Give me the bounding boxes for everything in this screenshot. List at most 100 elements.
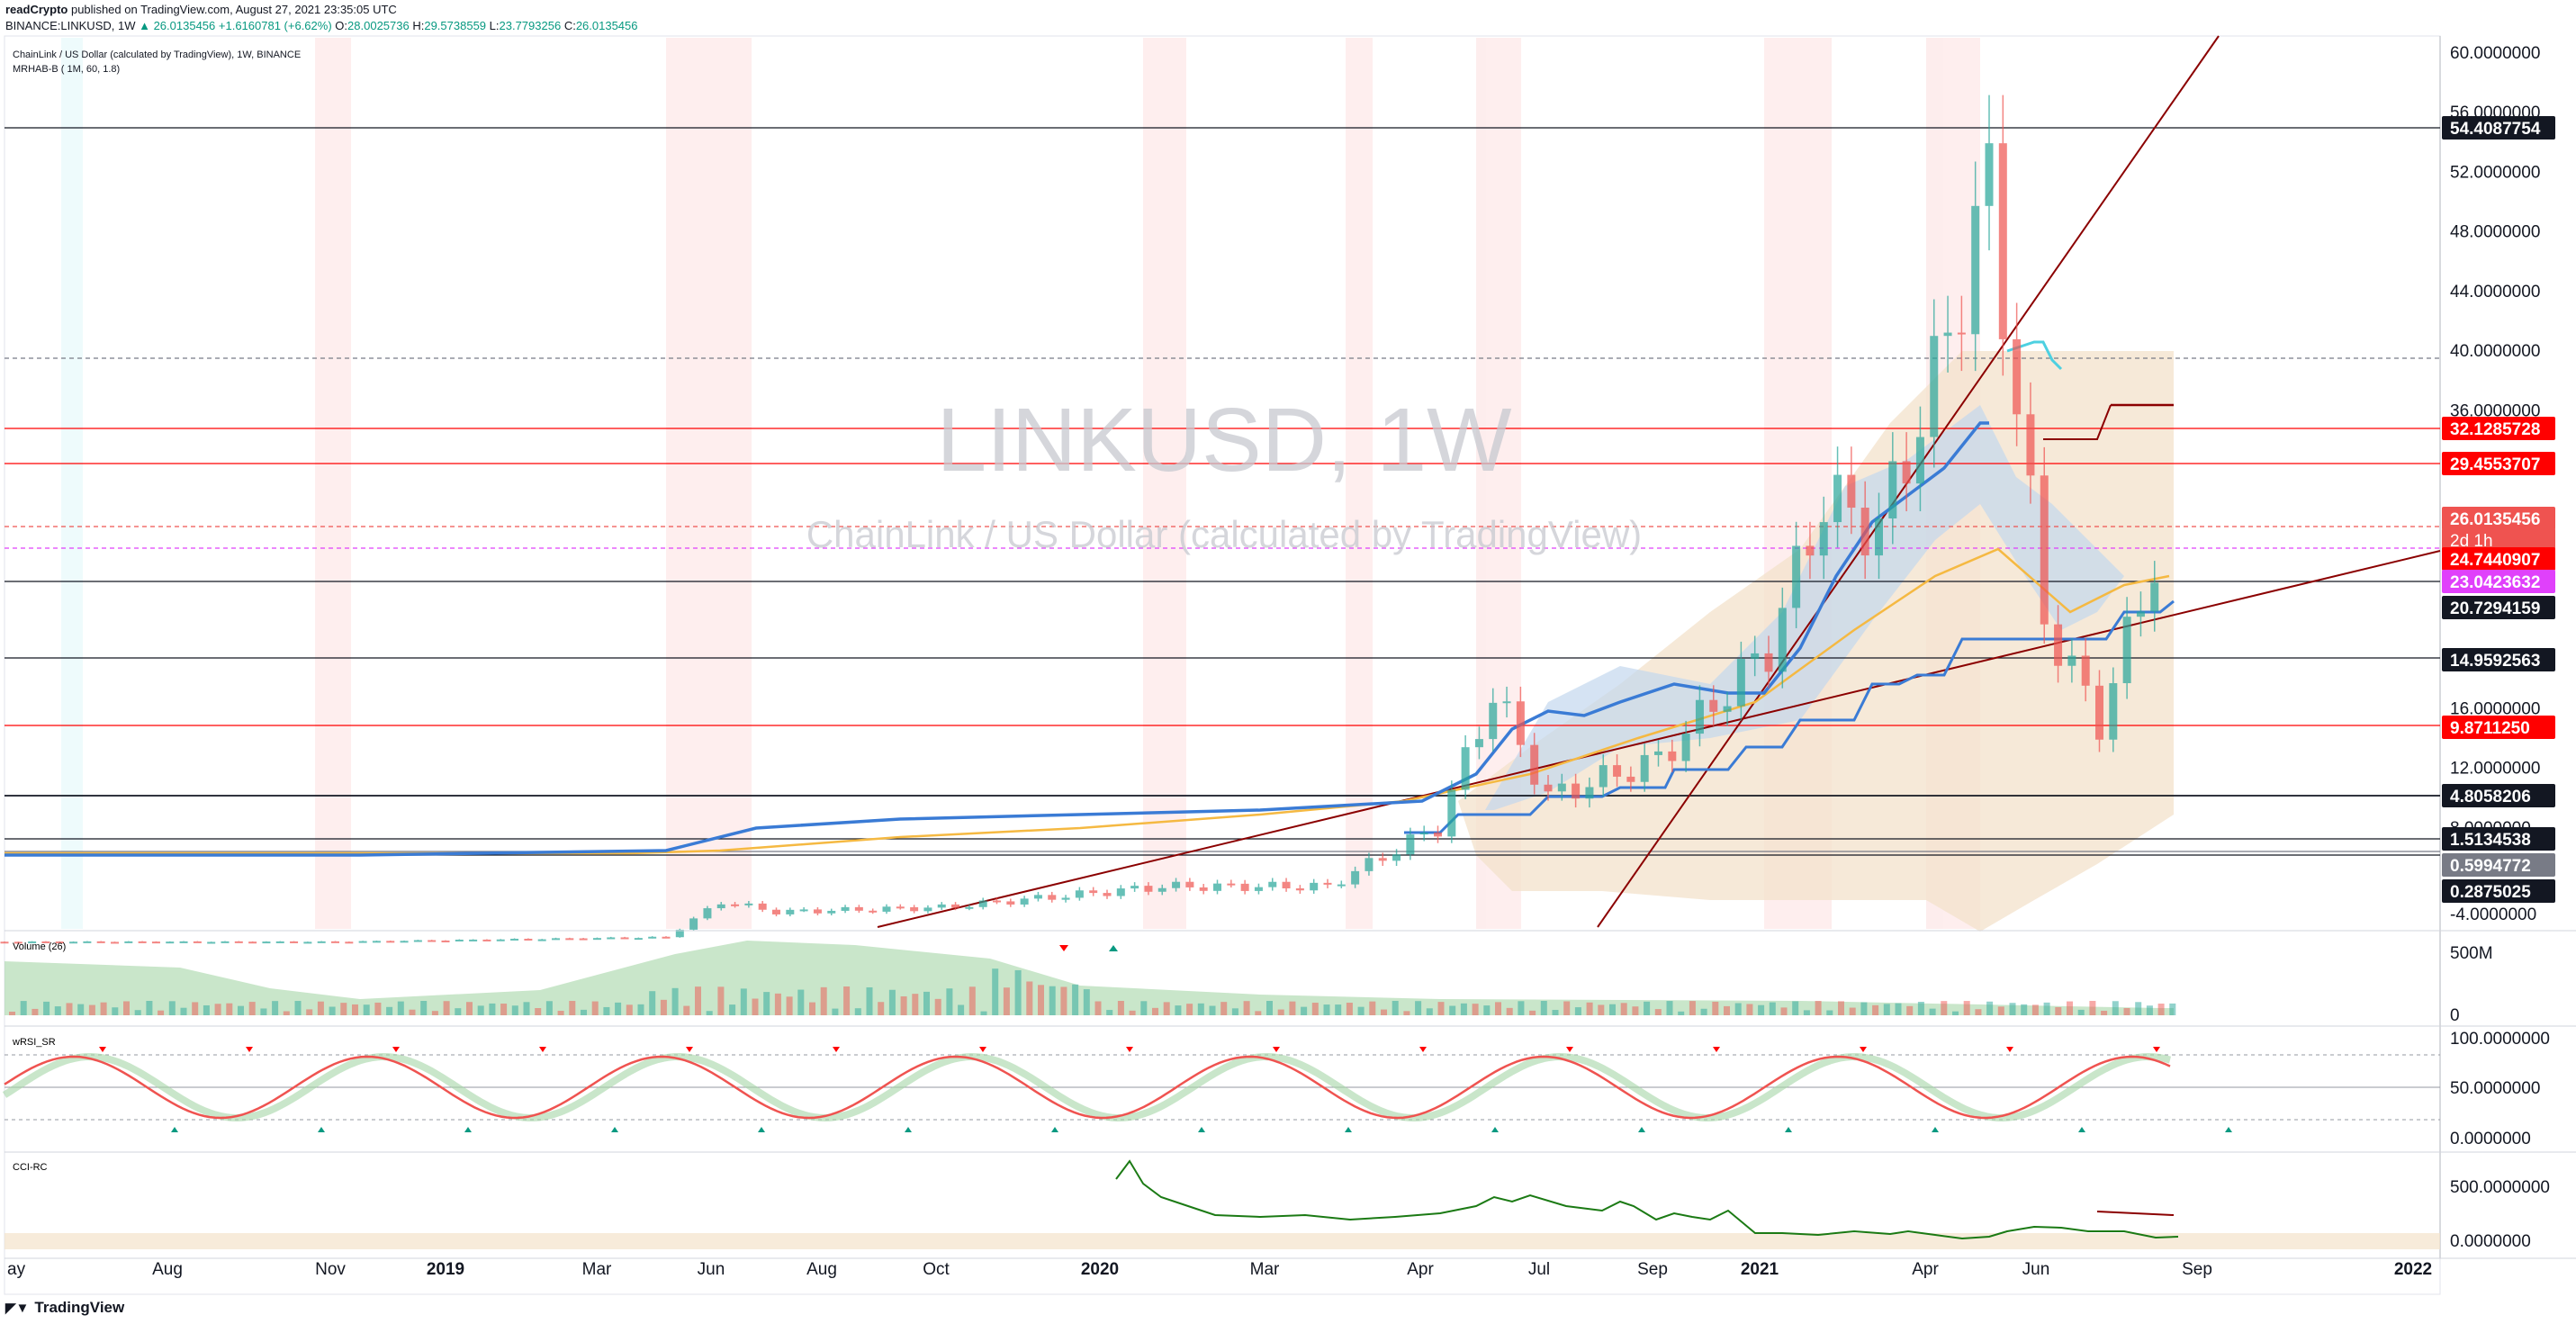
candle bbox=[2109, 667, 2118, 752]
volume-bar bbox=[1746, 1004, 1753, 1015]
candle bbox=[151, 941, 160, 944]
svg-text:0.5994772: 0.5994772 bbox=[2450, 857, 2531, 876]
time-tick: Jun bbox=[2022, 1260, 2050, 1279]
volume-bar bbox=[1860, 1002, 1868, 1015]
candle bbox=[1199, 884, 1208, 895]
candle bbox=[799, 906, 808, 913]
volume-bar bbox=[1815, 1001, 1822, 1015]
candle bbox=[1033, 891, 1042, 902]
volume-bar bbox=[54, 1006, 61, 1015]
time-tick: Aug bbox=[152, 1260, 183, 1279]
candle bbox=[413, 940, 422, 942]
volume-bar bbox=[1872, 1004, 1879, 1015]
time-tick: 2021 bbox=[1741, 1260, 1779, 1279]
volume-bar bbox=[1083, 989, 1090, 1015]
wrsi-buy-marker bbox=[758, 1127, 765, 1132]
volume-bar bbox=[649, 991, 656, 1015]
candle bbox=[1144, 882, 1153, 896]
volume-bar bbox=[1003, 987, 1010, 1015]
volume-bar bbox=[706, 1011, 713, 1015]
volume-bar bbox=[1094, 1001, 1102, 1015]
volume-bar bbox=[809, 1002, 815, 1015]
tradingview-footer[interactable]: ◤▼ TradingView bbox=[5, 1299, 124, 1317]
volume-bar bbox=[1734, 1003, 1742, 1015]
chart-canvas[interactable]: LINKUSD, 1W ChainLink / US Dollar (calcu… bbox=[0, 0, 2576, 1296]
candle bbox=[896, 904, 905, 910]
volume-bar bbox=[912, 994, 919, 1015]
volume-bar bbox=[683, 1005, 690, 1015]
candle bbox=[2122, 597, 2131, 699]
volume-bar bbox=[203, 1004, 210, 1015]
volume-bar bbox=[797, 989, 805, 1015]
volume-bar bbox=[1311, 1003, 1319, 1015]
candle bbox=[1213, 879, 1221, 895]
publisher-name: readCrypto bbox=[5, 3, 68, 16]
high-value: 29.5738559 bbox=[424, 19, 487, 32]
tradingview-logo-icon: ◤▼ bbox=[5, 1301, 30, 1316]
candle bbox=[882, 904, 891, 914]
candle bbox=[813, 906, 822, 915]
volume-bar bbox=[489, 1003, 496, 1015]
volume-bar bbox=[992, 968, 999, 1015]
volume-bar bbox=[2101, 1011, 2108, 1015]
wrsi-sell-marker bbox=[1419, 1047, 1427, 1052]
candle bbox=[1626, 766, 1635, 792]
volume-bar bbox=[557, 1011, 564, 1015]
wrsi-buy-marker bbox=[1491, 1127, 1499, 1132]
candle bbox=[358, 941, 367, 943]
candle bbox=[1310, 878, 1319, 894]
candle bbox=[1998, 95, 2007, 376]
candle bbox=[2136, 591, 2145, 637]
legend-title: ChainLink / US Dollar (calculated by Tra… bbox=[13, 50, 301, 60]
candle bbox=[2095, 670, 2103, 752]
candle bbox=[923, 905, 932, 914]
volume-bar bbox=[2169, 1003, 2176, 1015]
price-label: 0.5994772 bbox=[2442, 853, 2555, 877]
volume-bar bbox=[477, 1005, 484, 1015]
candle bbox=[69, 941, 78, 944]
volume-bar bbox=[443, 1001, 450, 1015]
wrsi-buy-marker bbox=[171, 1127, 178, 1132]
price-tick: 52.0000000 bbox=[2450, 163, 2540, 182]
symbol-id: BINANCE:LINKUSD, 1W bbox=[5, 19, 140, 32]
volume-bar bbox=[1381, 1009, 1387, 1015]
time-tick: Apr bbox=[1912, 1260, 1939, 1279]
volume-bar bbox=[1758, 1004, 1765, 1015]
candle bbox=[1075, 887, 1084, 901]
volume-bar bbox=[511, 1005, 518, 1015]
volume-bar bbox=[1986, 1001, 1994, 1015]
volume-bar bbox=[1540, 1001, 1547, 1015]
candle bbox=[1061, 895, 1070, 903]
candle bbox=[1875, 492, 1883, 580]
candle bbox=[1860, 481, 1869, 580]
volume-bar bbox=[374, 1002, 382, 1015]
candle bbox=[592, 937, 601, 941]
volume-bar bbox=[671, 987, 679, 1015]
candle bbox=[1447, 780, 1456, 843]
wrsi-sell-marker bbox=[686, 1047, 693, 1052]
volume-bar bbox=[1644, 1001, 1651, 1015]
svg-text:29.4553707: 29.4553707 bbox=[2450, 455, 2540, 474]
volume-bar bbox=[283, 1011, 290, 1015]
price-label: 9.8711250 bbox=[2442, 716, 2555, 739]
volume-bar bbox=[581, 1009, 587, 1015]
volume-bar bbox=[1301, 1006, 1308, 1015]
volume-bar bbox=[1678, 1011, 1685, 1015]
volume-bar bbox=[2031, 1004, 2039, 1015]
candle bbox=[772, 907, 780, 917]
volume-bar bbox=[500, 1004, 508, 1015]
volume-bar bbox=[317, 1001, 324, 1015]
wrsi-tick: 0.0000000 bbox=[2450, 1130, 2531, 1148]
candle bbox=[275, 941, 284, 943]
wrsi-buy-marker bbox=[464, 1127, 472, 1132]
volume-tick: 0 bbox=[2450, 1006, 2460, 1025]
volume-bar bbox=[591, 1001, 599, 1015]
candle bbox=[207, 941, 216, 944]
volume-bar bbox=[740, 988, 747, 1015]
cci-tick: 500.0000000 bbox=[2450, 1178, 2550, 1197]
candle bbox=[1351, 866, 1360, 888]
wrsi-tick: 100.0000000 bbox=[2450, 1030, 2550, 1049]
candle bbox=[1089, 887, 1098, 896]
candle bbox=[620, 936, 629, 940]
svg-text:2d 1h: 2d 1h bbox=[2450, 532, 2493, 551]
